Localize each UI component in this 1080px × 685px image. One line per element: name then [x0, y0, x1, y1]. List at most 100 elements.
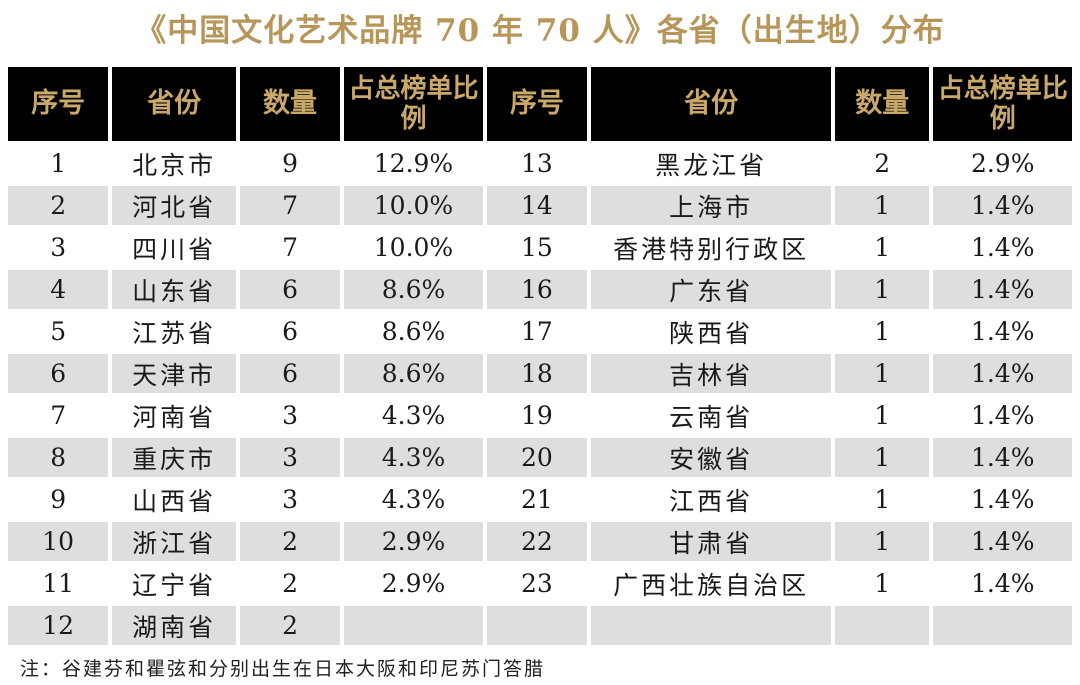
ratio-cell: 2.9%: [381, 569, 446, 598]
header-index-2: 序号: [486, 67, 588, 141]
province-cell: 北京市: [132, 150, 217, 180]
header-count: 数量: [239, 67, 341, 141]
count-cell: 2: [282, 569, 298, 598]
index-cell: 4: [8, 270, 109, 309]
province-cell-2: 上海市: [591, 186, 832, 225]
ratio-cell-2: 1.4%: [933, 186, 1072, 225]
count-cell-2: 1: [874, 233, 891, 262]
index-cell-2: 14: [486, 186, 588, 225]
index-cell-2: 18: [486, 354, 588, 393]
index-cell-2: [486, 606, 588, 645]
table-row: 3 四川省 7 10.0% 15 香港特别行政区 1 1.4%: [8, 228, 1072, 267]
header-ratio: 占总榜单比例: [344, 67, 483, 141]
province-cell: 河北省: [112, 186, 236, 225]
count-cell-2: 1: [874, 401, 891, 430]
province-cell: 重庆市: [112, 438, 236, 477]
index-cell: 6: [8, 354, 109, 393]
ratio-cell-2: 1.4%: [970, 401, 1035, 430]
ratio-cell: 12.9%: [373, 149, 454, 178]
table-row: 10 浙江省 2 2.9% 22 甘肃省 1 1.4%: [8, 522, 1072, 561]
count-cell: 2: [239, 522, 341, 561]
ratio-cell: 10.0%: [373, 233, 454, 262]
index-cell: 1: [50, 149, 67, 178]
index-cell: 12: [8, 606, 109, 645]
ratio-cell-2: 1.4%: [970, 233, 1035, 262]
province-cell: 山西省: [132, 486, 217, 516]
province-cell: 四川省: [132, 234, 217, 264]
province-cell: 辽宁省: [132, 570, 217, 600]
header-province-2: 省份: [591, 67, 832, 141]
province-cell: 湖南省: [112, 606, 236, 645]
count-cell-2: 1: [835, 522, 930, 561]
ratio-cell-2: 1.4%: [970, 485, 1035, 514]
table-row: 8 重庆市 3 4.3% 20 安徽省 1 1.4%: [8, 438, 1072, 477]
province-cell-2: 江西省: [669, 486, 754, 516]
index-cell: 10: [8, 522, 109, 561]
ratio-cell-2: 1.4%: [970, 569, 1035, 598]
index-cell-2: 20: [486, 438, 588, 477]
index-cell: 9: [50, 485, 67, 514]
ratio-cell: 8.6%: [344, 270, 483, 309]
province-cell-2: 陕西省: [669, 318, 754, 348]
count-cell: 6: [282, 317, 298, 346]
index-cell-2: 17: [521, 317, 553, 346]
index-cell-2: 22: [486, 522, 588, 561]
index-cell: 3: [50, 233, 67, 262]
count-cell-2: 2: [874, 149, 891, 178]
index-cell-2: 16: [486, 270, 588, 309]
ratio-cell: 4.3%: [381, 485, 446, 514]
index-cell-2: 23: [521, 569, 553, 598]
index-cell: 2: [8, 186, 109, 225]
header-index: 序号: [8, 67, 109, 141]
count-cell-2: 1: [835, 438, 930, 477]
table-row: 1 北京市 9 12.9% 13 黑龙江省 2 2.9%: [8, 144, 1072, 183]
table-row: 2 河北省 7 10.0% 14 上海市 1 1.4%: [8, 186, 1072, 225]
header-count-2: 数量: [835, 67, 930, 141]
count-cell-2: 1: [835, 270, 930, 309]
province-cell-2: 吉林省: [591, 354, 832, 393]
table-row: 4 山东省 6 8.6% 16 广东省 1 1.4%: [8, 270, 1072, 309]
count-cell: 3: [282, 485, 298, 514]
province-cell-2: 香港特别行政区: [613, 234, 810, 264]
province-cell: 江苏省: [132, 318, 217, 348]
index-cell: 11: [42, 569, 75, 598]
ratio-cell-2: 1.4%: [933, 354, 1072, 393]
ratio-cell-2: 1.4%: [970, 317, 1035, 346]
province-cell: 山东省: [112, 270, 236, 309]
ratio-cell: 8.6%: [381, 317, 446, 346]
header-province: 省份: [112, 67, 236, 141]
table-row: 7 河南省 3 4.3% 19 云南省 1 1.4%: [8, 396, 1072, 435]
index-cell-2: 15: [521, 233, 553, 262]
ratio-cell: 2.9%: [344, 522, 483, 561]
page-title: 《中国文化艺术品牌 70 年 70 人》各省（出生地）分布: [135, 13, 945, 49]
ratio-cell: [344, 606, 483, 645]
table-row: 6 天津市 6 8.6% 18 吉林省 1 1.4%: [8, 354, 1072, 393]
count-cell-2: 1: [835, 354, 930, 393]
count-cell: 3: [239, 438, 341, 477]
count-cell: 9: [282, 149, 298, 178]
province-cell-2: [591, 606, 832, 645]
index-cell: 8: [8, 438, 109, 477]
count-cell: 7: [282, 233, 298, 262]
count-cell-2: 1: [874, 569, 891, 598]
table-row: 12 湖南省 2: [8, 606, 1072, 645]
ratio-cell-2: 1.4%: [933, 522, 1072, 561]
count-cell: 7: [239, 186, 341, 225]
count-cell-2: 1: [835, 186, 930, 225]
province-cell-2: 安徽省: [591, 438, 832, 477]
province-distribution-table: 序号 省份 数量 占总榜单比例 序号 省份 数量 占总榜单比例 1 北京市 9 12.…: [4, 64, 1076, 648]
province-cell: 天津市: [112, 354, 236, 393]
table-row: 11 辽宁省 2 2.9% 23 广西壮族自治区 1 1.4%: [8, 564, 1072, 603]
ratio-cell: 10.0%: [344, 186, 483, 225]
count-cell: 6: [239, 354, 341, 393]
ratio-cell-2: 1.4%: [933, 270, 1072, 309]
province-cell: 浙江省: [112, 522, 236, 561]
table-row: 9 山西省 3 4.3% 21 江西省 1 1.4%: [8, 480, 1072, 519]
province-cell: 河南省: [132, 402, 217, 432]
ratio-cell: 4.3%: [344, 438, 483, 477]
ratio-cell: 8.6%: [344, 354, 483, 393]
count-cell-2: 1: [874, 485, 891, 514]
province-cell-2: 甘肃省: [591, 522, 832, 561]
ratio-cell-2: [933, 606, 1072, 645]
table-body: 1 北京市 9 12.9% 13 黑龙江省 2 2.9% 2 河北省 7 10.0% 14 上海市 1 1.4…: [8, 144, 1072, 645]
